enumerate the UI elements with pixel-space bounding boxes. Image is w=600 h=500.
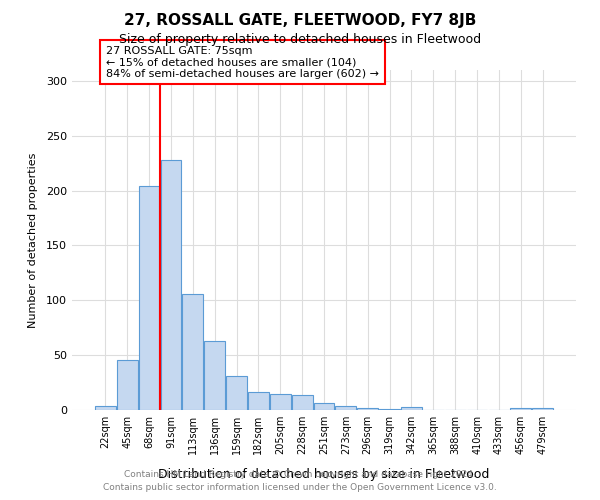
- Bar: [139, 186, 160, 410]
- Bar: [161, 160, 181, 410]
- Bar: [335, 406, 356, 410]
- Bar: [226, 376, 247, 410]
- Y-axis label: Number of detached properties: Number of detached properties: [28, 152, 38, 328]
- Bar: [532, 408, 553, 410]
- Bar: [117, 360, 137, 410]
- Bar: [270, 394, 290, 410]
- Bar: [204, 341, 225, 410]
- Text: 27, ROSSALL GATE, FLEETWOOD, FY7 8JB: 27, ROSSALL GATE, FLEETWOOD, FY7 8JB: [124, 12, 476, 28]
- Bar: [401, 406, 422, 410]
- Text: Size of property relative to detached houses in Fleetwood: Size of property relative to detached ho…: [119, 32, 481, 46]
- Text: 27 ROSSALL GATE: 75sqm
← 15% of detached houses are smaller (104)
84% of semi-de: 27 ROSSALL GATE: 75sqm ← 15% of detached…: [106, 46, 379, 79]
- Bar: [358, 408, 378, 410]
- Bar: [511, 408, 531, 410]
- Bar: [379, 409, 400, 410]
- Bar: [95, 406, 116, 410]
- Bar: [314, 404, 334, 410]
- Bar: [248, 392, 269, 410]
- X-axis label: Distribution of detached houses by size in Fleetwood: Distribution of detached houses by size …: [158, 468, 490, 481]
- Text: Contains HM Land Registry data © Crown copyright and database right 2024.
Contai: Contains HM Land Registry data © Crown c…: [103, 470, 497, 492]
- Bar: [182, 294, 203, 410]
- Bar: [292, 394, 313, 410]
